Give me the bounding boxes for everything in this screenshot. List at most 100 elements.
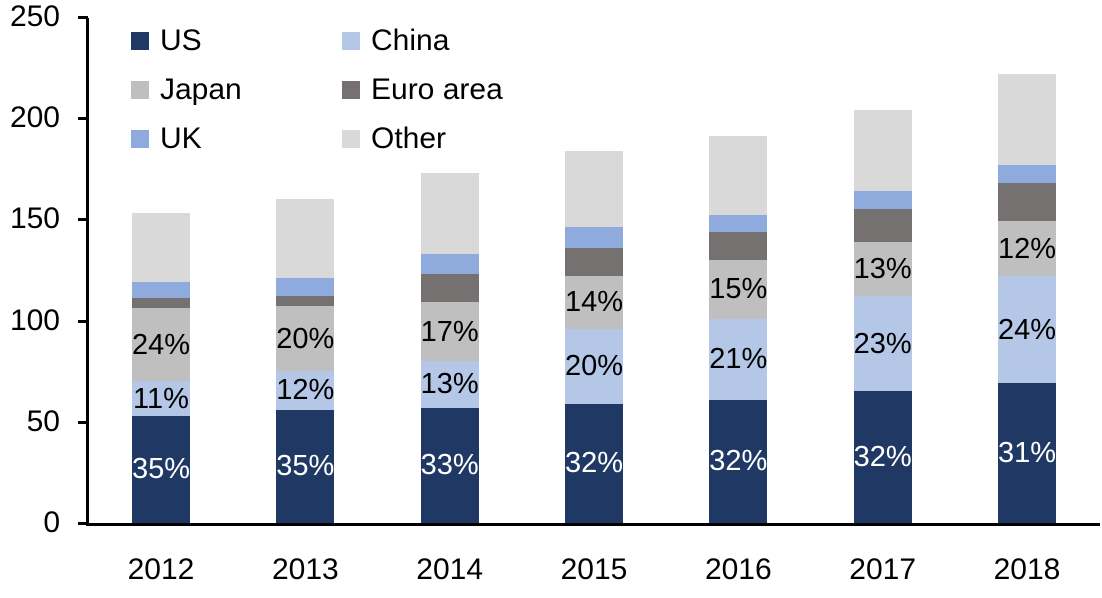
x-tick-label-2012: 2012 (127, 553, 195, 586)
bar-segment-japan (132, 308, 190, 382)
bar-segment-label: 35% (131, 453, 191, 486)
bar-segment-euro-area (854, 209, 912, 242)
legend-item-other: Other (342, 114, 503, 163)
bar-segment-us (421, 407, 479, 523)
y-tick-mark (78, 16, 88, 19)
bar-segment-label: 13% (853, 252, 912, 285)
bar-segment-china (854, 296, 912, 392)
x-tick-label-2013: 2013 (271, 553, 339, 586)
legend-swatch-other-icon (342, 129, 360, 148)
legend-swatch-uk-icon (131, 129, 149, 148)
legend: US China Japan Euro area UK Other (131, 16, 503, 163)
bar-segment-china (276, 371, 334, 410)
bar-segment-label: 12% (997, 232, 1056, 265)
bar-segment-other (276, 199, 334, 279)
bar-segment-label: 23% (853, 327, 912, 360)
bar-segment-japan (565, 276, 623, 329)
bar-segment-japan (421, 302, 479, 362)
bar-segment-euro-area (709, 231, 767, 260)
bar-segment-label: 12% (276, 374, 335, 407)
bar-segment-china (132, 381, 190, 416)
bar-segment-label: 32% (853, 441, 912, 474)
y-tick-label: 0 (43, 506, 60, 539)
bar-segment-uk (565, 227, 623, 248)
bar-segment-label: 31% (997, 437, 1056, 470)
bar-segment-other (565, 150, 623, 228)
bar-segment-label: 24% (997, 313, 1056, 346)
legend-item-uk: UK (131, 114, 342, 163)
bar-segment-china (998, 276, 1056, 384)
legend-label: Other (371, 121, 447, 155)
bar-segment-euro-area (565, 247, 623, 277)
bar-segment-label: 35% (276, 450, 335, 483)
legend-swatch-japan-icon (131, 80, 149, 99)
legend-item-china: China (342, 16, 503, 65)
bar-segment-china (709, 318, 767, 400)
bar-segment-label: 14% (564, 286, 623, 319)
bar-segment-uk (709, 215, 767, 232)
bar-segment-china (421, 361, 479, 408)
bar-segment-label: 24% (131, 328, 191, 361)
bar-segment-other (998, 73, 1056, 165)
legend-swatch-us-icon (131, 31, 149, 50)
bar-segment-label: 32% (564, 447, 623, 480)
bar-segment-uk (276, 278, 334, 297)
bar-segment-label: 13% (420, 368, 479, 401)
bar-segment-uk (132, 282, 190, 299)
y-tick-label: 100 (9, 303, 60, 337)
legend-label: Japan (160, 72, 242, 106)
y-tick-mark (78, 319, 88, 323)
bar-segment-us (132, 415, 190, 523)
x-tick-label-2016: 2016 (704, 553, 772, 586)
bar-segment-japan (998, 221, 1056, 277)
legend-label: UK (160, 121, 202, 155)
bar-segment-uk (421, 253, 479, 275)
bar-segment-us (998, 383, 1056, 523)
bar-segment-label: 20% (276, 322, 335, 355)
bar-segment-euro-area (132, 298, 190, 309)
bar-segment-china (565, 328, 623, 404)
bar-segment-uk (854, 191, 912, 210)
bar-segment-label: 17% (420, 315, 479, 348)
y-tick-label: 200 (9, 101, 60, 135)
bar-segment-label: 32% (709, 445, 768, 478)
x-tick-label-2015: 2015 (560, 553, 628, 586)
y-axis-line (86, 18, 89, 526)
bar-segment-japan (709, 259, 767, 319)
legend-swatch-euro-area-icon (342, 80, 360, 99)
y-tick-label: 150 (9, 202, 60, 236)
bar-segment-other (132, 213, 190, 283)
x-tick-label-2017: 2017 (849, 553, 917, 586)
y-tick-label: 250 (9, 0, 60, 33)
legend-item-euro-area: Euro area (342, 65, 503, 114)
bar-segment-label: 20% (564, 350, 623, 383)
legend-label: US (160, 23, 202, 57)
bar-segment-label: 15% (709, 273, 768, 306)
y-tick-mark (78, 522, 88, 525)
x-axis-line (86, 523, 1100, 526)
y-tick-label: 50 (26, 404, 60, 438)
bar-segment-label: 11% (133, 382, 189, 415)
legend-item-japan: Japan (131, 65, 342, 114)
bar-segment-euro-area (998, 182, 1056, 222)
legend-item-us: US (131, 16, 342, 65)
legend-label: China (371, 23, 450, 57)
bar-segment-euro-area (276, 296, 334, 307)
legend-swatch-china-icon (342, 31, 360, 50)
bar-segment-other (421, 172, 479, 254)
bar-segment-uk (998, 164, 1056, 183)
bar-segment-label: 33% (420, 449, 479, 482)
y-tick-mark (78, 218, 88, 222)
bar-segment-label: 21% (709, 343, 768, 376)
bar-segment-us (709, 399, 767, 523)
x-tick-label-2018: 2018 (993, 553, 1061, 586)
bar-segment-other (709, 136, 767, 216)
bar-segment-us (565, 403, 623, 523)
bar-segment-us (276, 409, 334, 523)
bar-segment-other (854, 110, 912, 192)
x-tick-label-2014: 2014 (416, 553, 484, 586)
y-tick-mark (78, 420, 88, 424)
bar-segment-us (854, 391, 912, 523)
bar-segment-japan (276, 306, 334, 372)
